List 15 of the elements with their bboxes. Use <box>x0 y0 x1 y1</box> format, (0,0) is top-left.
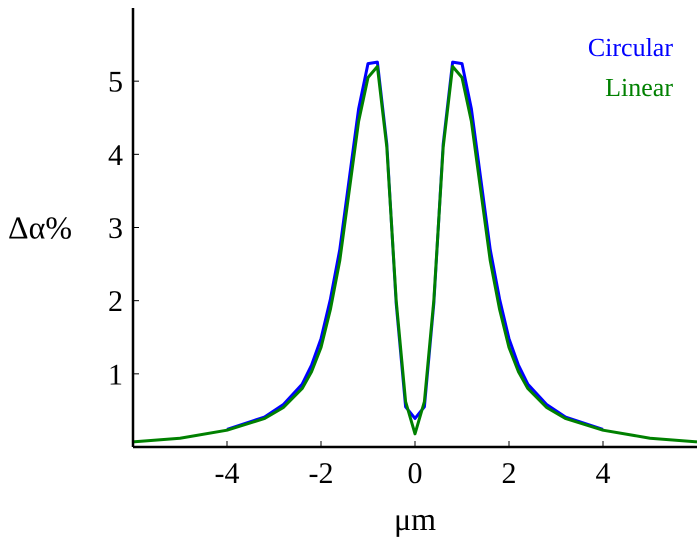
line-series <box>132 65 697 444</box>
x-tick-label: -2 <box>308 457 334 490</box>
y-tick-label: 5 <box>108 66 123 99</box>
text: Circular <box>588 33 674 62</box>
x-tick-label: 4 <box>596 457 610 490</box>
y-tick-label: 2 <box>108 285 123 318</box>
y-tick-label: 3 <box>108 212 123 245</box>
y-tick-label: 1 <box>108 358 123 392</box>
x-axis-title: μm <box>394 501 436 537</box>
text: Linear <box>605 73 674 102</box>
x-tick-label: 0 <box>408 457 422 490</box>
x-tick-label: -4 <box>214 457 240 490</box>
y-axis-title: Δα% <box>8 210 72 246</box>
y-tick-label: 4 <box>108 138 123 172</box>
x-tick-label: 2 <box>502 457 516 490</box>
